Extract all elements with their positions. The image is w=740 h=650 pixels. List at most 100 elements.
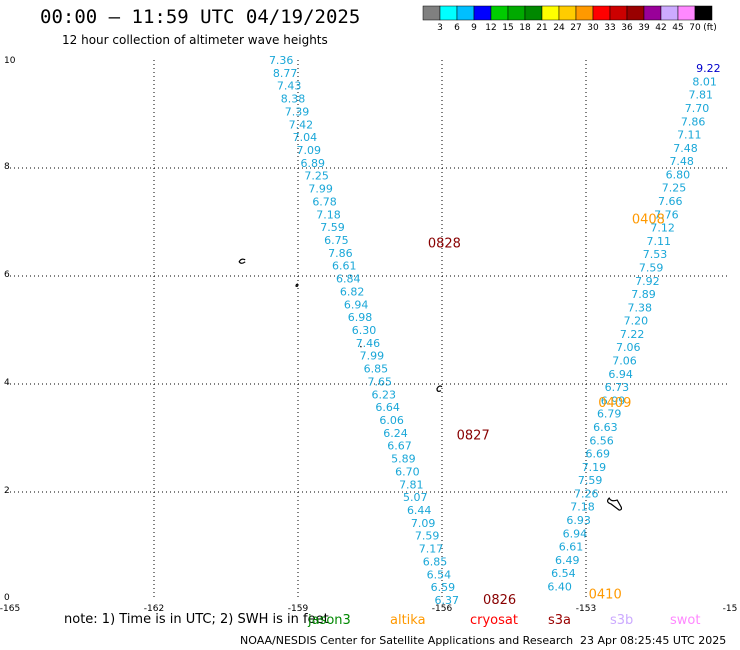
colorbar-swatch [609, 5, 628, 21]
colorbar-swatch [694, 5, 713, 21]
x-tick-label: -156 [432, 604, 453, 614]
wave-height-label: 7.59 [415, 530, 440, 543]
wave-height-label: 7.66 [658, 195, 683, 208]
wave-height-label: 7.18 [316, 208, 341, 221]
y-tick-label: 10 [4, 56, 16, 66]
coastline-island [436, 385, 443, 392]
chart-title: 00:00 – 11:59 UTC 04/19/2025 [40, 6, 361, 28]
wave-height-label: 6.99 [601, 394, 626, 407]
wave-height-label: 6.63 [593, 421, 618, 434]
x-tick-label: -15 [723, 604, 738, 614]
wave-height-label: 6.70 [395, 465, 420, 478]
colorbar-label: 70 [689, 23, 701, 33]
wave-height-label: 6.67 [387, 440, 412, 453]
colorbar-label: 21 [536, 23, 547, 33]
wave-height-label: 7.46 [356, 337, 381, 350]
footer-credit: NOAA/NESDIS Center for Satellite Applica… [240, 634, 574, 647]
wave-height-label: 7.25 [662, 182, 687, 195]
colorbar-swatch [626, 5, 645, 21]
wave-height-label: 7.76 [654, 208, 679, 221]
colorbar-swatch [439, 5, 458, 21]
wave-height-label: 7.99 [360, 350, 385, 363]
wave-height-label: 6.73 [605, 381, 630, 394]
wave-height-label: 5.89 [391, 453, 416, 466]
wave-height-label: 7.99 [308, 183, 333, 196]
wave-height-label: 7.19 [582, 461, 607, 474]
wave-height-label: 6.44 [407, 504, 432, 517]
colorbar-swatch [575, 5, 594, 21]
x-tick-label: -153 [576, 604, 596, 614]
wave-height-label: 7.92 [635, 275, 660, 288]
wave-height-label: 9.22 [696, 62, 721, 75]
x-tick-label: -162 [144, 604, 164, 614]
wave-height-label: 6.94 [563, 527, 588, 540]
wave-height-label: 7.20 [624, 315, 649, 328]
wave-height-label: 7.42 [289, 118, 314, 131]
wave-height-label: 7.38 [627, 301, 652, 314]
y-tick-label: 4 [4, 378, 10, 388]
colorbar-label: 30 [587, 23, 599, 33]
wave-height-label: 7.43 [277, 80, 302, 93]
colorbar-swatch [660, 5, 679, 21]
wave-height-label: 6.69 [586, 448, 611, 461]
wave-height-label: 5.07 [403, 491, 428, 504]
wave-height-label: 6.61 [332, 260, 357, 273]
colorbar-swatch [524, 5, 543, 21]
wave-height-label: 7.36 [269, 54, 294, 67]
colorbar-label: 15 [502, 23, 513, 33]
coastline-island [359, 345, 362, 348]
colorbar-label: 42 [655, 23, 666, 33]
wave-height-label: 7.25 [304, 170, 329, 183]
wave-height-label: 7.11 [647, 235, 672, 248]
x-tick-label: -159 [288, 604, 309, 614]
colorbar-label: 39 [638, 23, 650, 33]
pass-time-label: 0828 [428, 237, 461, 252]
legend-sat-jason3: jason3 [308, 613, 351, 628]
wave-height-label: 7.09 [297, 144, 322, 157]
wave-height-label: 6.84 [336, 273, 361, 286]
wave-height-label: 6.54 [427, 568, 452, 581]
wave-height-label: 6.30 [352, 324, 377, 337]
wave-height-label: 6.40 [547, 581, 572, 594]
chart-subtitle: 12 hour collection of altimeter wave hei… [62, 33, 328, 47]
wave-height-label: 7.86 [681, 115, 706, 128]
wave-height-label: 6.75 [324, 234, 349, 247]
wave-height-label: 7.09 [411, 517, 436, 530]
wave-height-label: 6.85 [423, 555, 448, 568]
wave-height-label: 7.12 [650, 222, 675, 235]
wave-height-label: 7.53 [643, 248, 668, 261]
colorbar-swatch [592, 5, 611, 21]
wave-height-label: 7.89 [631, 288, 656, 301]
wave-height-label: 6.64 [375, 401, 400, 414]
pass-time-label: 0408 [632, 212, 665, 227]
wave-height-label: 6.37 [435, 594, 460, 607]
colorbar-label: 3 [437, 23, 443, 33]
y-tick-label: 8 [4, 162, 10, 172]
legend-sat-cryosat: cryosat [470, 613, 518, 628]
colorbar-label: 9 [471, 23, 477, 33]
wave-height-label: 7.59 [578, 474, 603, 487]
wave-height-label: 7.26 [574, 487, 599, 500]
wave-height-label: 6.93 [566, 514, 591, 527]
wave-height-label: 6.49 [555, 554, 580, 567]
colorbar-swatch [422, 5, 441, 21]
wave-height-label: 7.81 [689, 89, 714, 102]
wave-height-label: 7.48 [673, 142, 698, 155]
wave-height-label: 7.65 [368, 375, 393, 388]
colorbar-label: 27 [570, 23, 581, 33]
wave-height-label: 6.79 [597, 408, 622, 421]
wave-height-label: 7.04 [293, 131, 318, 144]
wave-height-label: 7.39 [285, 105, 310, 118]
wave-height-label: 8.38 [281, 93, 306, 106]
colorbar-swatch [507, 5, 526, 21]
wave-height-label: 7.70 [685, 102, 710, 115]
y-tick-label: 0 [4, 593, 10, 603]
wave-height-label: 6.61 [559, 541, 584, 554]
wave-height-label: 6.80 [666, 168, 691, 181]
wave-height-label: 6.23 [371, 388, 396, 401]
wave-height-label: 6.98 [348, 311, 373, 324]
colorbar-unit: (ft) [703, 23, 717, 33]
wave-height-label: 7.18 [570, 501, 595, 514]
wave-height-label: 7.59 [320, 221, 345, 234]
